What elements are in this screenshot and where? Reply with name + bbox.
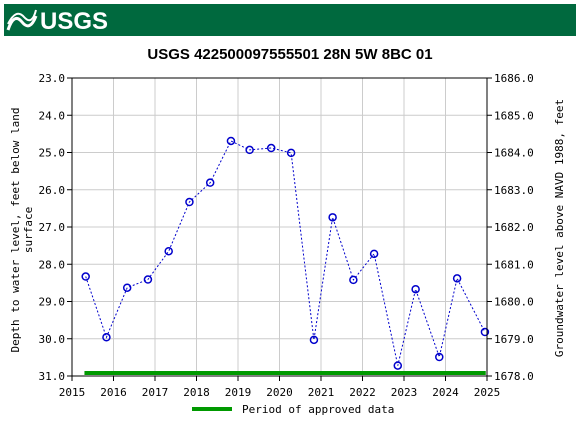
legend-label: Period of approved data <box>242 403 394 416</box>
y-right-tick-label: 1686.0 <box>494 72 534 85</box>
left-axis-label-line2: surface <box>22 207 35 253</box>
data-point <box>328 213 337 222</box>
y-left-tick-label: 29.0 <box>39 296 66 309</box>
data-point <box>266 143 276 153</box>
y-left-tick-label: 23.0 <box>39 72 66 85</box>
y-right-tick-label: 1681.0 <box>494 258 534 271</box>
data-point <box>143 275 153 284</box>
data-point <box>349 275 358 285</box>
data-point <box>286 148 296 158</box>
y-right-tick-label: 1678.0 <box>494 370 534 383</box>
data-point <box>480 327 490 337</box>
usgs-logo-text: USGS <box>40 8 108 35</box>
data-point <box>226 136 236 146</box>
y-right-tick-label: 1685.0 <box>494 109 534 122</box>
data-point <box>309 335 319 345</box>
y-left-tick-label: 28.0 <box>39 258 66 271</box>
x-tick-label: 2016 <box>100 386 127 399</box>
y-right-tick-label: 1682.0 <box>494 221 534 234</box>
right-y-axis: 1686.0 1685.0 1684.0 1683.0 1682.0 1681.0 1680… <box>487 72 534 383</box>
y-left-tick-label: 31.0 <box>39 370 66 383</box>
y-right-tick-label: 1680.0 <box>494 296 534 309</box>
data-point <box>411 284 420 294</box>
x-tick-label: 2021 <box>308 386 335 399</box>
data-point <box>122 283 132 292</box>
usgs-banner <box>4 4 576 36</box>
grid <box>71 77 488 377</box>
y-left-tick-label: 26.0 <box>39 184 66 197</box>
chart-title: USGS 422500097555501 28N 5W 8BC 01 <box>147 46 432 63</box>
x-tick-label: 2018 <box>183 386 210 399</box>
data-point <box>393 361 403 370</box>
y-right-tick-label: 1683.0 <box>494 184 534 197</box>
data-point <box>369 249 379 259</box>
data-point <box>81 272 90 281</box>
data-point <box>185 197 194 207</box>
usgs-wave-icon <box>6 9 38 31</box>
usgs-logo: USGS <box>6 8 108 35</box>
data-point <box>435 352 444 362</box>
data-point <box>205 178 215 187</box>
data-point <box>452 274 462 283</box>
x-tick-label: 2020 <box>266 386 293 399</box>
y-right-tick-label: 1679.0 <box>494 333 534 346</box>
x-tick-label: 2025 <box>474 386 501 399</box>
left-y-axis: 23.0 24.0 25.0 26.0 27.0 28.0 29.0 30.0 31.0 <box>39 72 72 383</box>
data-point <box>102 333 111 342</box>
data-point <box>245 145 254 155</box>
y-left-tick-label: 24.0 <box>39 109 66 122</box>
x-tick-label: 2019 <box>225 386 252 399</box>
x-tick-label: 2022 <box>349 386 376 399</box>
right-axis-label: Groundwater level above NAVD 1988, feet <box>553 99 566 357</box>
data-point <box>164 246 173 256</box>
x-tick-label: 2024 <box>432 386 459 399</box>
left-axis-label-line1: Depth to water level, feet below land <box>9 107 22 352</box>
series-line <box>85 140 486 366</box>
data-series <box>81 136 490 375</box>
x-axis: 2015 2016 2017 2018 2019 2020 2021 2022 2023 2024… <box>59 376 501 399</box>
y-left-tick-label: 25.0 <box>39 147 66 160</box>
x-tick-label: 2017 <box>142 386 169 399</box>
x-tick-label: 2023 <box>391 386 418 399</box>
y-left-tick-label: 27.0 <box>39 221 66 234</box>
x-tick-label: 2015 <box>59 386 86 399</box>
y-right-tick-label: 1684.0 <box>494 147 534 160</box>
y-left-tick-label: 30.0 <box>39 333 66 346</box>
